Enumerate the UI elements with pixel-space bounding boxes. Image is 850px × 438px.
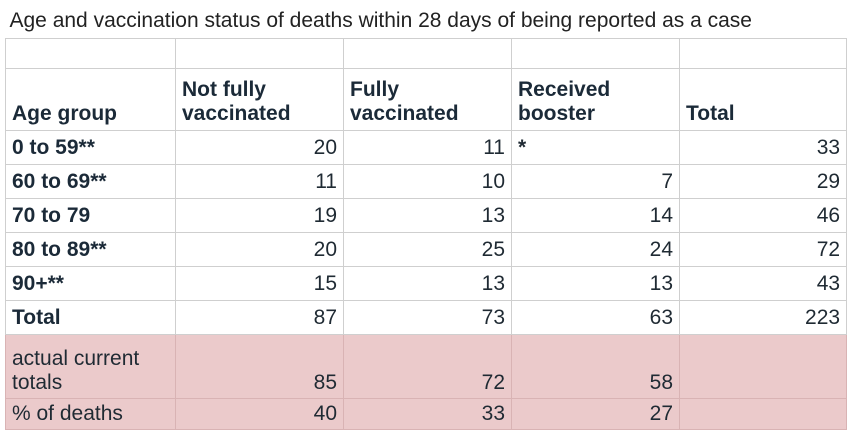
cell-not-fully[interactable]: 87	[175, 300, 344, 335]
cell-not-fully[interactable]: 11	[175, 164, 344, 199]
title-row: Age and vaccination status of deaths wit…	[5, 3, 847, 39]
cell-booster[interactable]: 63	[511, 300, 680, 335]
row-label[interactable]: 80 to 89**	[5, 232, 176, 267]
highlight-row-percent-deaths: % of deaths 40 33 27	[5, 398, 848, 430]
highlight-row-actual-totals: actual current totals 85 72 58	[5, 334, 848, 399]
cell[interactable]	[5, 38, 176, 69]
spacer-row	[5, 38, 848, 69]
header-row: Age group Not fully vaccinated Fully vac…	[5, 68, 848, 131]
cell-total[interactable]	[678, 398, 848, 430]
total-row: Total 87 73 63 223	[5, 300, 848, 335]
cell-fully[interactable]: 13	[343, 266, 512, 301]
table-row: 90+** 15 13 13 43	[5, 266, 848, 301]
cell-not-fully[interactable]: 20	[175, 232, 344, 267]
cell-booster[interactable]: 27	[511, 398, 680, 430]
cell-total[interactable]: 46	[678, 198, 848, 233]
cell-booster[interactable]: 13	[511, 266, 680, 301]
header-not-fully-vaccinated[interactable]: Not fully vaccinated	[175, 68, 344, 131]
cell-fully[interactable]: 25	[343, 232, 512, 267]
row-label[interactable]: 60 to 69**	[5, 164, 176, 199]
header-total[interactable]: Total	[678, 68, 848, 131]
cell[interactable]	[343, 38, 512, 69]
cell-total[interactable]: 29	[678, 164, 848, 199]
row-label[interactable]: % of deaths	[5, 398, 176, 430]
row-label[interactable]: Total	[5, 300, 176, 335]
table-row: 0 to 59** 20 11 * 33	[5, 130, 848, 165]
cell-total[interactable]: 72	[678, 232, 848, 267]
cell-booster[interactable]: *	[511, 130, 680, 165]
cell-not-fully[interactable]: 85	[175, 334, 344, 399]
cell-booster[interactable]: 14	[511, 198, 680, 233]
cell-fully[interactable]: 33	[343, 398, 512, 430]
spreadsheet: Age and vaccination status of deaths wit…	[5, 3, 848, 434]
cell-total[interactable]: 43	[678, 266, 848, 301]
cell-not-fully[interactable]: 40	[175, 398, 344, 430]
cell-total[interactable]: 223	[678, 300, 848, 335]
cell-fully[interactable]: 10	[343, 164, 512, 199]
row-label[interactable]: 90+**	[5, 266, 176, 301]
cell-total[interactable]: 33	[678, 130, 848, 165]
row-label[interactable]: 0 to 59**	[5, 130, 176, 165]
cell-fully[interactable]: 13	[343, 198, 512, 233]
cell-booster[interactable]: 7	[511, 164, 680, 199]
header-age-group[interactable]: Age group	[5, 68, 176, 131]
table-row: 70 to 79 19 13 14 46	[5, 198, 848, 233]
cell-fully[interactable]: 11	[343, 130, 512, 165]
row-label[interactable]: 70 to 79	[5, 198, 176, 233]
cell-total[interactable]	[678, 334, 848, 399]
cell[interactable]	[511, 38, 680, 69]
table-row: 60 to 69** 11 10 7 29	[5, 164, 848, 199]
cell-not-fully[interactable]: 15	[175, 266, 344, 301]
cell-not-fully[interactable]: 20	[175, 130, 344, 165]
header-received-booster[interactable]: Received booster	[511, 68, 680, 131]
table-title[interactable]: Age and vaccination status of deaths wit…	[5, 3, 847, 39]
deaths-table: Age and vaccination status of deaths wit…	[5, 3, 848, 430]
cell-fully[interactable]: 72	[343, 334, 512, 399]
cell[interactable]	[175, 38, 344, 69]
cell-booster[interactable]: 58	[511, 334, 680, 399]
header-fully-vaccinated[interactable]: Fully vaccinated	[343, 68, 512, 131]
table-row: 80 to 89** 20 25 24 72	[5, 232, 848, 267]
cell-not-fully[interactable]: 19	[175, 198, 344, 233]
row-label[interactable]: actual current totals	[5, 334, 176, 399]
cell-booster[interactable]: 24	[511, 232, 680, 267]
cell-fully[interactable]: 73	[343, 300, 512, 335]
cell[interactable]	[678, 38, 848, 69]
